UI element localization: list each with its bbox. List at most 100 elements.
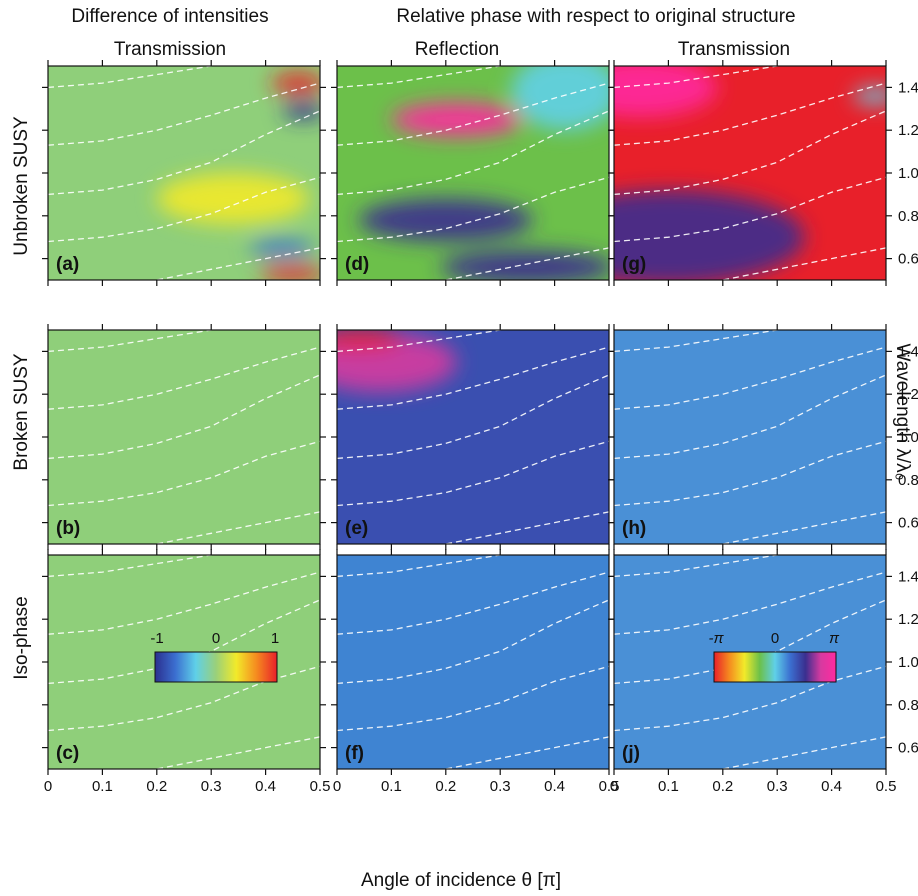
y-axis-label: Wavelength λ/λ₀ [892, 343, 913, 480]
panel-d: (d) [331, 60, 615, 286]
x-tick-label: 0.3 [767, 778, 788, 795]
panel-d-feature-3 [440, 250, 609, 280]
panel-a: (a) [42, 60, 326, 286]
x-tick-label: 0.1 [381, 778, 402, 795]
y-tick-label: 1.2 [898, 386, 918, 403]
panel-a-dashed-curve-3 [48, 176, 320, 243]
panel-label-h: (h) [622, 518, 646, 539]
colorbar-intensity-tick-mid: 0 [212, 630, 220, 647]
panel-b-dashed-curve-1 [48, 346, 320, 410]
panel-h-dashed-curve-1 [614, 346, 886, 410]
panel-j-dashed-curve-2 [614, 599, 886, 685]
x-tick-label: 0.5 [599, 778, 620, 795]
panel-e-dashed-curve-2 [337, 374, 609, 460]
colorbar-phase-tick-min: -π [708, 630, 724, 647]
y-tick-label: 0.8 [898, 472, 918, 489]
y-tick-label: 0.8 [898, 208, 918, 225]
y-tick-label: 1.0 [898, 654, 918, 671]
y-tick-labels: 0.6 0.8 1.0 1.2 1.4 0.6 0.8 1.0 1.2 1.4 0.6 0.8 1.0 1… [898, 79, 918, 756]
panel-f: (f) [331, 549, 615, 775]
y-tick-label: 1.0 [898, 165, 918, 182]
x-tick-label: 0.5 [876, 778, 897, 795]
panel-f-dashed-curve-3 [337, 665, 609, 732]
panel-d-feature-1 [511, 66, 609, 131]
x-tick-label: 0.2 [435, 778, 456, 795]
colorbar-intensity-tick-min: -1 [150, 630, 163, 647]
y-tick-label: 0.6 [898, 740, 918, 757]
x-tick-label: 0.1 [92, 778, 113, 795]
panel-label-a: (a) [56, 254, 79, 275]
header-left: Difference of intensities [71, 6, 268, 27]
x-tick-label: 0 [333, 778, 341, 795]
y-tick-label: 1.0 [898, 429, 918, 446]
x-tick-label: 0.2 [146, 778, 167, 795]
panel-label-f: (f) [345, 743, 364, 764]
column-title-3: Transmission [678, 39, 790, 60]
panel-h-dashed-curve-3 [614, 440, 886, 507]
x-tick-label: 0.2 [712, 778, 733, 795]
panel-a-feature-3 [249, 239, 315, 257]
x-tick-labels: 0 0.1 0.2 0.3 0.4 0.5 0 0.1 0.2 0.3 0.4 0.50 0.1 0.2 0… [44, 778, 897, 795]
y-tick-label: 1.2 [898, 122, 918, 139]
panel-j-dashed-curve-1 [614, 571, 886, 635]
panel-e-dashed-curve-1 [337, 346, 609, 410]
panel-g-dashed-curve-2 [614, 110, 886, 196]
x-tick-label: 0.5 [310, 778, 331, 795]
header-right: Relative phase with respect to original … [396, 6, 795, 27]
panel-label-b: (b) [56, 518, 80, 539]
x-tick-label: 0.4 [255, 778, 276, 795]
panel-g-dashed-curve-3 [614, 176, 886, 243]
x-tick-label: 0.4 [821, 778, 842, 795]
panel-f-dashed-curve-0 [337, 555, 509, 578]
panel-c-dashed-curve-0 [48, 555, 220, 578]
row-label-2: Broken SUSY [11, 353, 32, 471]
panel-c-dashed-curve-1 [48, 571, 320, 635]
y-tick-label: 0.8 [898, 697, 918, 714]
y-tick-label: 1.4 [898, 79, 918, 96]
panel-a-feature-0 [271, 72, 320, 94]
panel-e-dashed-curve-3 [337, 440, 609, 507]
panel-label-d: (d) [345, 254, 369, 275]
panel-b-background [48, 330, 320, 544]
colorbar-phase-tick-max: π [829, 630, 840, 647]
panel-a-dashed-curve-1 [48, 82, 320, 146]
x-tick-label: 0.3 [201, 778, 222, 795]
panel-a-feature-4 [260, 265, 320, 280]
panel-h-dashed-curve-0 [614, 330, 786, 353]
panel-b: (b) [42, 324, 326, 550]
panel-d-feature-2 [358, 198, 533, 242]
x-tick-label: 0 [44, 778, 52, 795]
panel-e-dashed-curve-0 [337, 330, 509, 353]
panel-g-feature-1 [614, 190, 805, 280]
x-tick-label: 0 [610, 778, 618, 795]
panel-f-dashed-curve-1 [337, 571, 609, 635]
panel-d-dashed-curve-3 [337, 176, 609, 243]
panel-d-feature-0 [391, 102, 522, 137]
panel-h-dashed-curve-2 [614, 374, 886, 460]
panel-b-dashed-curve-3 [48, 440, 320, 507]
panel-a-dashed-curve-2 [48, 110, 320, 196]
x-tick-label: 0.1 [658, 778, 679, 795]
panel-g-dashed-curve-0 [614, 66, 786, 89]
colorbar-phase: -π 0 π [708, 630, 840, 683]
panel-b-dashed-curve-0 [48, 330, 220, 353]
panel-g-dashed-curve-1 [614, 82, 886, 146]
y-tick-label: 0.6 [898, 515, 918, 532]
panel-a-feature-2 [156, 173, 310, 225]
panel-label-e: (e) [345, 518, 368, 539]
panel-d-dashed-curve-2 [337, 110, 609, 196]
panel-j-dashed-curve-0 [614, 555, 786, 578]
y-tick-label: 1.4 [898, 568, 918, 585]
panel-g-feature-2 [853, 87, 886, 105]
panel-f-dashed-curve-2 [337, 599, 609, 685]
y-tick-label: 1.4 [898, 343, 918, 360]
panel-c-dashed-curve-2 [48, 599, 320, 685]
column-title-1: Transmission [114, 39, 226, 60]
row-label-1: Unbroken SUSY [11, 116, 32, 256]
row-label-3: Iso-phase [11, 596, 32, 679]
panel-label-g: (g) [622, 254, 646, 275]
colorbar-intensity: -1 0 1 [150, 630, 279, 683]
panel-a-feature-1 [281, 102, 320, 120]
panel-a-dashed-curve-0 [48, 66, 220, 89]
panel-e-feature-1 [337, 330, 403, 350]
